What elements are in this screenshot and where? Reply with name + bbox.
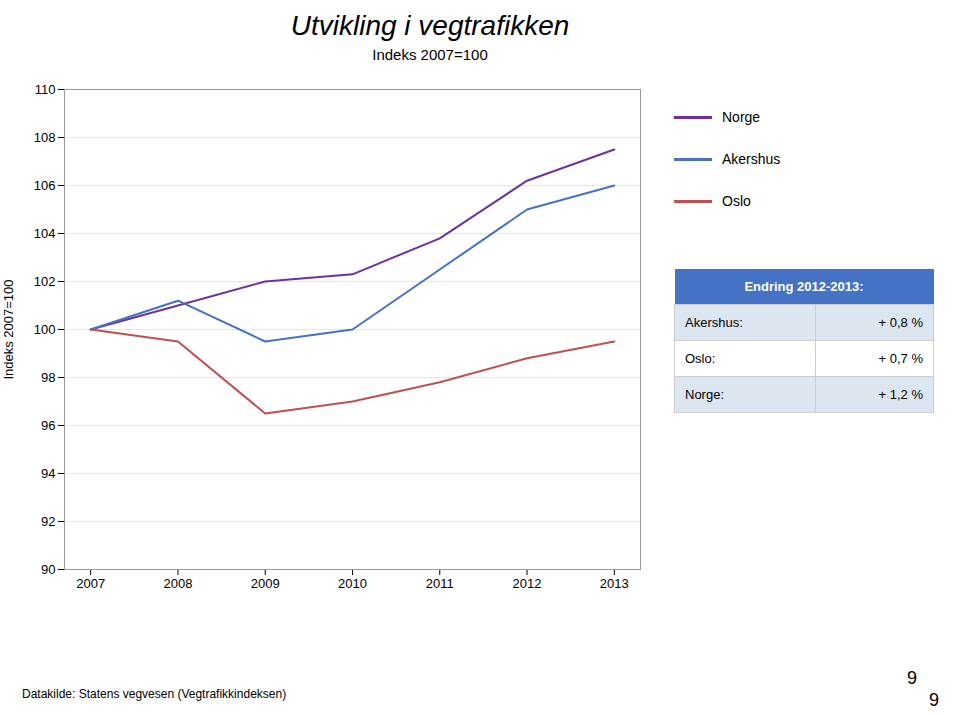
svg-text:2011: 2011 bbox=[426, 576, 454, 591]
svg-text:108: 108 bbox=[34, 130, 56, 145]
html-text:Indeks 2007=100: Indeks 2007=100 bbox=[372, 46, 488, 63]
svg-text:2013: 2013 bbox=[600, 576, 629, 591]
svg-text:110: 110 bbox=[35, 82, 56, 97]
svg-text:96: 96 bbox=[41, 418, 55, 433]
html-text:Norge: Norge bbox=[722, 109, 761, 125]
html-text:+ 0,8 %: + 0,8 % bbox=[878, 315, 923, 330]
html-text:Oslo:: Oslo: bbox=[685, 351, 716, 366]
html-text:Akershus: Akershus bbox=[722, 151, 781, 167]
svg-text:2007: 2007 bbox=[76, 576, 105, 591]
html-text:Akershus:: Akershus: bbox=[685, 315, 743, 330]
svg-text:2009: 2009 bbox=[251, 576, 280, 591]
svg-text:2008: 2008 bbox=[163, 576, 192, 591]
html-text:Norge:: Norge: bbox=[685, 387, 724, 402]
html-text:Datakilde: Statens vegvesen (V: Datakilde: Statens vegvesen (Vegtrafikki… bbox=[22, 687, 287, 701]
svg-text:92: 92 bbox=[41, 514, 55, 529]
html-text:Utvikling i vegtrafikken: Utvikling i vegtrafikken bbox=[290, 10, 570, 41]
svg-text:94: 94 bbox=[41, 466, 55, 481]
svg-text:2010: 2010 bbox=[338, 576, 367, 591]
svg-text:90: 90 bbox=[41, 562, 55, 577]
svg-text:100: 100 bbox=[34, 322, 56, 337]
svg-text:Indeks 2007=100: Indeks 2007=100 bbox=[1, 279, 16, 379]
html-text:+ 1,2 %: + 1,2 % bbox=[878, 387, 923, 402]
svg-text:98: 98 bbox=[41, 370, 55, 385]
svg-text:102: 102 bbox=[34, 274, 56, 289]
html-text:+ 0,7 %: + 0,7 % bbox=[878, 351, 923, 366]
html-text:9: 9 bbox=[907, 668, 917, 688]
html-text:Endring 2012-2013:: Endring 2012-2013: bbox=[744, 279, 864, 294]
svg-text:106: 106 bbox=[34, 178, 56, 193]
svg-text:2012: 2012 bbox=[513, 576, 542, 591]
html-text:Oslo: Oslo bbox=[722, 193, 751, 209]
html-text:9: 9 bbox=[929, 690, 939, 710]
svg-text:104: 104 bbox=[34, 226, 56, 241]
